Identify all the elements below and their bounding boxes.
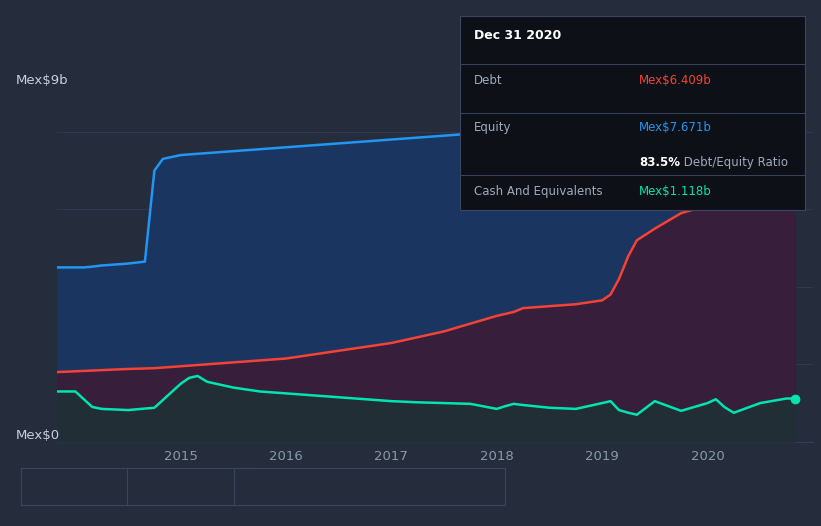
Text: Mex$9b: Mex$9b: [16, 74, 68, 87]
Text: Mex$6.409b: Mex$6.409b: [639, 74, 712, 87]
Text: Debt: Debt: [474, 74, 502, 87]
Text: ●: ●: [239, 480, 249, 491]
Text: ●: ●: [132, 480, 142, 491]
Text: Debt: Debt: [41, 479, 70, 492]
Text: Cash And Equivalents: Cash And Equivalents: [255, 479, 383, 492]
Text: Mex$1.118b: Mex$1.118b: [639, 185, 712, 198]
Text: Mex$0: Mex$0: [16, 429, 60, 442]
Text: Equity: Equity: [148, 479, 186, 492]
Text: Dec 31 2020: Dec 31 2020: [474, 29, 561, 43]
Text: 83.5%: 83.5%: [639, 156, 680, 169]
Text: Mex$7.671b: Mex$7.671b: [639, 121, 712, 134]
Text: Equity: Equity: [474, 121, 511, 134]
Text: Debt/Equity Ratio: Debt/Equity Ratio: [681, 156, 788, 169]
Text: ●: ●: [25, 480, 35, 491]
Text: Cash And Equivalents: Cash And Equivalents: [474, 185, 602, 198]
